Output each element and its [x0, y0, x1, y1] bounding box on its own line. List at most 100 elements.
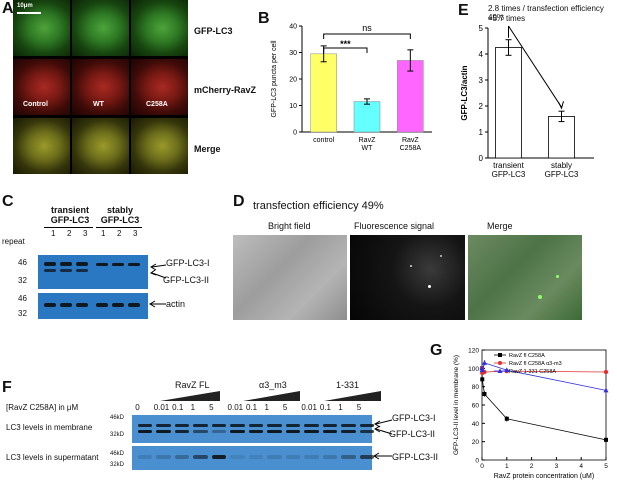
x-tick-label: RavZ: [359, 137, 376, 144]
concentration-label: 0.1: [319, 403, 331, 412]
band-gfp-lc3-ii: [174, 430, 190, 433]
data-point: [603, 387, 609, 393]
micrograph-merge-wt: [72, 118, 129, 174]
legend-marker: [497, 368, 503, 373]
y-tick-label: 0: [293, 130, 297, 137]
band-gfp-lc3-i: [322, 424, 338, 427]
group-label-transient-line1: transient: [50, 205, 89, 215]
band-gfp-lc3-ii: [211, 430, 227, 433]
bar: [353, 101, 381, 133]
band-gfp-lc3-i: [211, 424, 227, 427]
concentration-wedges: [160, 391, 381, 401]
group-underline-transient: [44, 227, 93, 228]
band-gfp-lc3-ii: [193, 430, 208, 433]
significance-bracket: [323, 33, 411, 39]
x-tick-label: control: [313, 137, 334, 144]
concentration-labels: 0 0.01 0.1 1 5 0.01 0.1 1 5 0.01 0.1 1 5: [109, 403, 369, 413]
lane-3: 3: [83, 229, 88, 238]
x-tick-label: 4: [579, 463, 583, 470]
y-tick-label: 2: [479, 102, 484, 111]
series-line: [481, 368, 607, 441]
y-tick-label: 100: [468, 366, 479, 373]
concentration-label: 1: [338, 403, 343, 412]
mw-46kd-supernatant: 46kD: [110, 451, 125, 457]
x-tick-label: C258A: [400, 145, 422, 152]
scale-bar: [17, 12, 41, 14]
band-supernatant-gfp-lc3-ii: [193, 455, 208, 459]
group-label-stably-line2: GFP-LC3: [100, 215, 140, 225]
band-gfp-lc3-ii: [304, 430, 319, 433]
y-tick-label: 5: [479, 24, 484, 33]
x-tick-label: RavZ: [402, 137, 419, 144]
band-supernatant-gfp-lc3-ii: [138, 455, 153, 459]
data-point: [479, 367, 485, 373]
band-gfp-lc3-ii: [359, 430, 374, 433]
band-supernatant-gfp-lc3-ii: [285, 455, 301, 459]
group-label-stably: stably GFP-LC3: [96, 205, 144, 225]
x-tick-label: 5: [604, 463, 608, 470]
row-label-membrane: LC3 levels in membrane: [6, 423, 93, 432]
y-axis-label: GFP-LC3/actin: [460, 65, 469, 120]
legend-label: RavZ 1-331 C258A: [509, 369, 556, 375]
chart-b: 0 10 20 30 40 GFP-LC3 puncta per cell control R…: [271, 23, 432, 152]
bar: [397, 60, 424, 133]
concentration-label: 0.1: [246, 403, 258, 412]
legend-label: RavZ fl C258A: [509, 353, 545, 359]
band-gfp-lc3-ii: [322, 430, 338, 433]
legend-marker: [498, 361, 502, 365]
row-label-mcherry-ravz: mCherry-RavZ: [194, 85, 257, 95]
concentration-label: 0: [135, 403, 140, 412]
mw-32kd-supernatant: 32kD: [110, 462, 125, 468]
concentration-label: 0.01: [153, 403, 170, 412]
concentration-label: 5: [209, 403, 214, 412]
data-point: [604, 437, 608, 442]
micrograph-merge-control: [13, 118, 70, 174]
x-tick-label: transient: [493, 161, 524, 170]
x-tick-label: 1: [505, 463, 509, 470]
y-tick-label: 0: [479, 154, 484, 163]
mw-46-bottom: 46: [18, 294, 27, 303]
group-label-a3-m3: α3_m3: [259, 380, 287, 390]
band-gfp-lc3-i: [267, 424, 282, 427]
y-tick-label: 40: [472, 421, 480, 428]
data-point: [482, 392, 487, 396]
y-tick-label: 4: [479, 50, 484, 59]
western-blot-membrane: [132, 415, 374, 443]
panel-a-micrographs: 10μm Control WT C258A: [13, 0, 188, 174]
micrograph-bright-field: [233, 235, 347, 320]
row-label-gfp-lc3: GFP-LC3: [194, 26, 233, 36]
band-gfp-lc3-i: [304, 424, 319, 427]
concentration-label: 0.01: [227, 403, 244, 412]
group-underline-stably: [96, 227, 142, 228]
group-label-transient: transient GFP-LC3: [44, 205, 96, 225]
western-blot-actin: [38, 293, 148, 319]
x-tick-label: GFP-LC3: [492, 170, 526, 179]
band-label-f-supernatant-gfp-lc3-ii: GFP-LC3-II: [392, 452, 439, 462]
panel-label-e: E: [458, 2, 469, 19]
band-gfp-lc3-ii: [230, 430, 245, 433]
y-tick-label: 30: [289, 50, 297, 57]
western-blot-supernatant: [132, 446, 374, 470]
image-label-fluorescence: Fluorescence signal: [354, 221, 435, 231]
x-tick-label: WT: [362, 145, 374, 152]
data-point: [480, 377, 485, 382]
column-label-control: Control: [23, 101, 48, 108]
repeat-label: repeat: [2, 237, 25, 246]
data-point: [504, 416, 509, 421]
concentration-label: 0.01: [301, 403, 317, 412]
band-supernatant-gfp-lc3-ii: [230, 455, 245, 459]
lane-2: 2: [67, 229, 72, 238]
mw-32-bottom: 32: [18, 309, 27, 318]
band-label-actin: actin: [166, 299, 186, 309]
micrograph-fluorescence: [350, 235, 465, 320]
band-gfp-lc3-i: [174, 424, 190, 427]
group-label-stably-line1: stably: [106, 205, 133, 215]
panel-label-g: G: [430, 342, 443, 359]
band-supernatant-gfp-lc3-ii: [174, 455, 190, 459]
x-tick-label: 3: [555, 463, 559, 470]
chart-e: 012345GFP-LC3/actintransientGFP-LC3stabl…: [460, 24, 594, 179]
scale-bar-label: 10μm: [17, 3, 33, 9]
band-gfp-lc3-i: [156, 424, 171, 427]
mw-46kd-membrane: 46kD: [110, 415, 125, 421]
y-tick-label: 80: [472, 384, 480, 391]
